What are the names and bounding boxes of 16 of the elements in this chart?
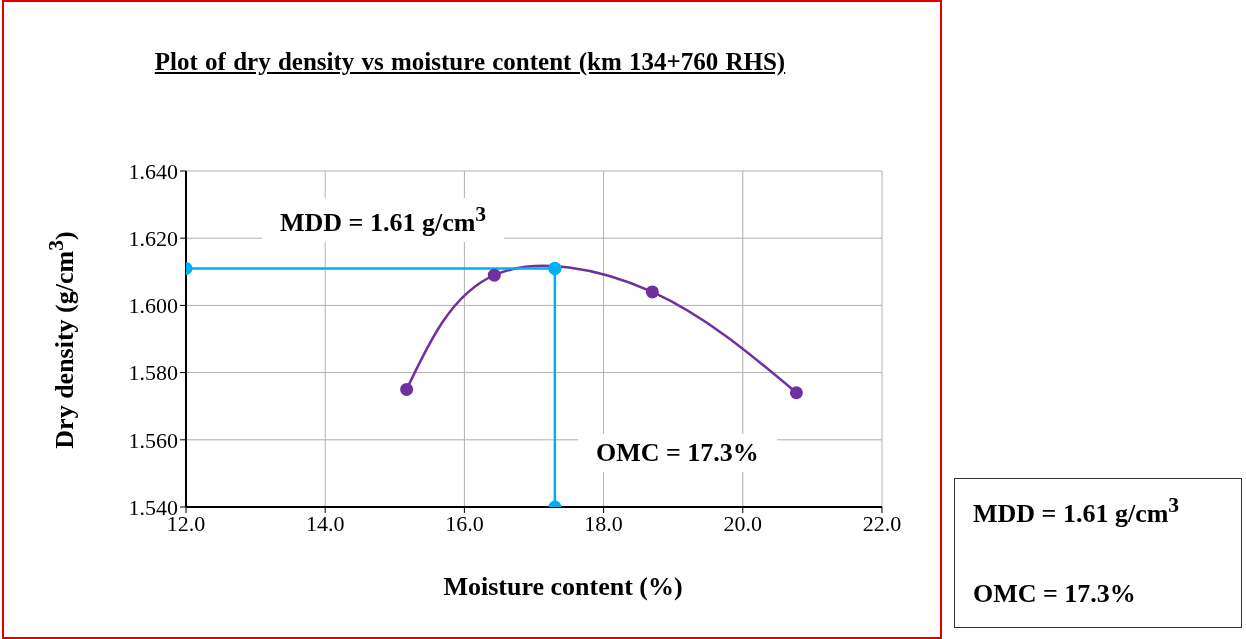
x-tick-label: 16.0 bbox=[445, 510, 484, 536]
x-tick-label: 14.0 bbox=[305, 510, 345, 536]
text: MDD = 1.61 g/cm$^{3}$ bbox=[973, 493, 1181, 529]
x-tick-label: 22.0 bbox=[862, 510, 902, 536]
text: OMC = 17.3% bbox=[973, 578, 1137, 609]
y-tick-label: 1.640 bbox=[128, 158, 178, 184]
chart-title: Plot of dry density vs moisture content (km 134+760 RHS) bbox=[153, 47, 787, 77]
y-tick-label: 1.580 bbox=[128, 360, 178, 386]
y-tick-label: 1.600 bbox=[128, 293, 178, 319]
x-tick-label: 18.0 bbox=[584, 510, 623, 536]
annotation: MDD = 1.61 g/cm$^{3}$ bbox=[262, 198, 505, 242]
x-tick-label: 20.0 bbox=[723, 510, 763, 536]
y-tick-label: 1.620 bbox=[128, 226, 178, 252]
annotation: OMC = 17.3% bbox=[578, 434, 777, 472]
x-axis-title: Moisture content (%) bbox=[442, 572, 684, 602]
y-tick-label: 1.560 bbox=[128, 427, 178, 453]
